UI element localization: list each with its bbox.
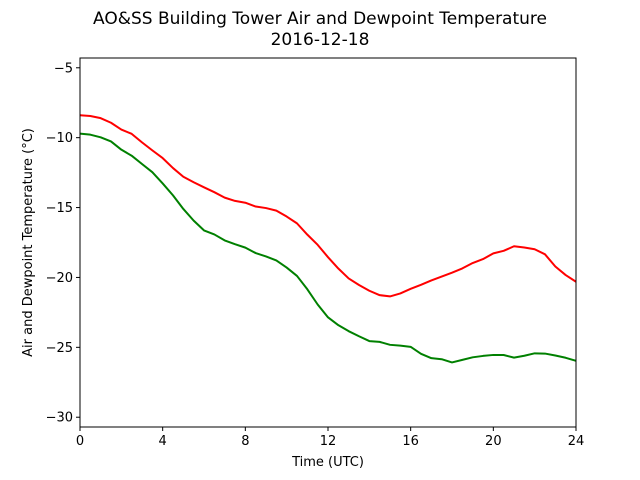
x-tick-label: 8 <box>241 434 249 449</box>
y-tick-label: −30 <box>46 411 73 426</box>
x-tick-label: 24 <box>568 434 585 449</box>
x-tick-label: 20 <box>485 434 502 449</box>
y-tick-label: −20 <box>46 271 73 286</box>
y-axis-label: Air and Dewpoint Temperature (°C) <box>21 128 36 357</box>
y-tick-label: −10 <box>46 131 73 146</box>
chart-title: AO&SS Building Tower Air and Dewpoint Te… <box>93 9 547 29</box>
y-tick-label: −15 <box>46 201 73 216</box>
x-tick-label: 4 <box>159 434 167 449</box>
plot-frame <box>79 57 577 428</box>
chart-subtitle: 2016-12-18 <box>271 30 370 50</box>
y-tick-label: −25 <box>46 341 73 356</box>
x-axis-label: Time (UTC) <box>291 455 364 470</box>
ticks-layer: 0 4 8 12 16 20 24 −30 −25 −20 −15 −10 −5 <box>46 61 585 449</box>
x-tick-label: 0 <box>76 434 84 449</box>
y-tick-label: −5 <box>54 61 73 76</box>
x-tick-label: 16 <box>402 434 419 449</box>
series-line-1 <box>79 114 577 298</box>
series-layer <box>79 114 577 364</box>
x-tick-label: 12 <box>320 434 337 449</box>
series-line-2 <box>79 132 577 364</box>
